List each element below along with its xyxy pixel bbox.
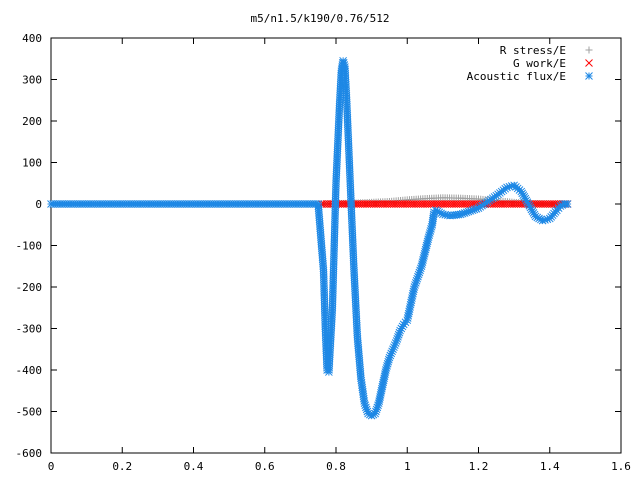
y-tick-label: -300 — [16, 323, 43, 336]
y-tick-label: 0 — [35, 198, 42, 211]
series-layer — [47, 56, 572, 420]
y-tick-label: 100 — [22, 157, 42, 170]
x-tick-label: 1 — [404, 460, 411, 473]
x-axis: 0 0.2 0.4 0.6 0.8 1 1.2 1.4 1.6 — [48, 38, 631, 473]
series-acoustic-flux-e — [47, 56, 572, 420]
legend-label: Acoustic flux/E — [467, 70, 566, 83]
legend-label: R stress/E — [500, 44, 566, 57]
y-tick-label: -400 — [16, 364, 43, 377]
y-tick-label: 400 — [22, 32, 42, 45]
y-tick-label: -500 — [16, 406, 43, 419]
y-tick-label: 300 — [22, 74, 42, 87]
chart-title: m5/n1.5/k190/0.76/512 — [250, 12, 389, 25]
y-axis: 400 300 200 100 0 -100 -200 -300 -400 -500 -600 — [16, 32, 621, 460]
legend-label: G work/E — [513, 57, 566, 70]
x-tick-label: 0.6 — [255, 460, 275, 473]
series-g-work-e — [317, 200, 572, 208]
x-tick-label: 0 — [48, 460, 55, 473]
x-tick-label: 0.8 — [326, 460, 346, 473]
x-tick-label: 0.2 — [112, 460, 132, 473]
x-tick-label: 1.2 — [469, 460, 489, 473]
legend-marker — [585, 72, 593, 80]
y-tick-label: -600 — [16, 447, 43, 460]
data-point — [396, 326, 404, 335]
x-tick-label: 1.6 — [611, 460, 631, 473]
legend-marker — [585, 59, 593, 67]
y-tick-label: 200 — [22, 115, 42, 128]
y-tick-label: -100 — [16, 240, 43, 253]
x-tick-label: 1.4 — [540, 460, 560, 473]
y-tick-label: -200 — [16, 281, 43, 294]
legend-marker — [585, 46, 593, 54]
x-tick-label: 0.4 — [184, 460, 204, 473]
data-point — [563, 200, 572, 208]
